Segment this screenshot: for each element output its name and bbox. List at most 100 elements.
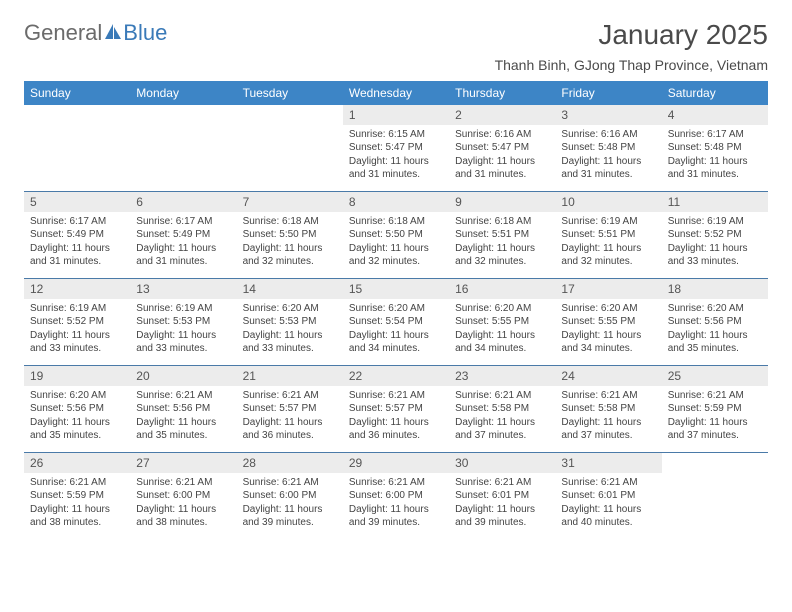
day-content: Sunrise: 6:21 AMSunset: 6:00 PMDaylight:…: [343, 473, 449, 536]
calendar-day-cell: 20Sunrise: 6:21 AMSunset: 5:56 PMDayligh…: [130, 365, 236, 452]
calendar-day-cell: [237, 105, 343, 192]
header: General Blue January 2025 Thanh Binh, GJ…: [24, 20, 768, 73]
day-number: 14: [237, 279, 343, 299]
calendar-day-cell: 30Sunrise: 6:21 AMSunset: 6:01 PMDayligh…: [449, 452, 555, 539]
day-content: Sunrise: 6:18 AMSunset: 5:50 PMDaylight:…: [343, 212, 449, 275]
day-content: Sunrise: 6:20 AMSunset: 5:54 PMDaylight:…: [343, 299, 449, 362]
day-content: Sunrise: 6:16 AMSunset: 5:47 PMDaylight:…: [449, 125, 555, 188]
calendar-day-cell: 7Sunrise: 6:18 AMSunset: 5:50 PMDaylight…: [237, 191, 343, 278]
day-content: Sunrise: 6:20 AMSunset: 5:55 PMDaylight:…: [449, 299, 555, 362]
day-content: Sunrise: 6:21 AMSunset: 5:58 PMDaylight:…: [449, 386, 555, 449]
day-content: Sunrise: 6:17 AMSunset: 5:49 PMDaylight:…: [24, 212, 130, 275]
day-number: 2: [449, 105, 555, 125]
calendar-day-cell: 27Sunrise: 6:21 AMSunset: 6:00 PMDayligh…: [130, 452, 236, 539]
day-number: 25: [662, 366, 768, 386]
day-content: Sunrise: 6:17 AMSunset: 5:48 PMDaylight:…: [662, 125, 768, 188]
day-content: Sunrise: 6:21 AMSunset: 5:57 PMDaylight:…: [237, 386, 343, 449]
logo-sail-icon: [104, 20, 122, 46]
calendar-week-row: 26Sunrise: 6:21 AMSunset: 5:59 PMDayligh…: [24, 452, 768, 539]
weekday-header: Saturday: [662, 81, 768, 105]
calendar-day-cell: 8Sunrise: 6:18 AMSunset: 5:50 PMDaylight…: [343, 191, 449, 278]
day-content: Sunrise: 6:19 AMSunset: 5:51 PMDaylight:…: [555, 212, 661, 275]
calendar-day-cell: 28Sunrise: 6:21 AMSunset: 6:00 PMDayligh…: [237, 452, 343, 539]
weekday-header-row: SundayMondayTuesdayWednesdayThursdayFrid…: [24, 81, 768, 105]
calendar-day-cell: 3Sunrise: 6:16 AMSunset: 5:48 PMDaylight…: [555, 105, 661, 192]
weekday-header: Tuesday: [237, 81, 343, 105]
calendar-day-cell: 16Sunrise: 6:20 AMSunset: 5:55 PMDayligh…: [449, 278, 555, 365]
day-number: 21: [237, 366, 343, 386]
day-number: 29: [343, 453, 449, 473]
calendar-day-cell: 13Sunrise: 6:19 AMSunset: 5:53 PMDayligh…: [130, 278, 236, 365]
day-number: 13: [130, 279, 236, 299]
calendar-day-cell: 25Sunrise: 6:21 AMSunset: 5:59 PMDayligh…: [662, 365, 768, 452]
calendar-day-cell: 26Sunrise: 6:21 AMSunset: 5:59 PMDayligh…: [24, 452, 130, 539]
day-content: Sunrise: 6:21 AMSunset: 6:01 PMDaylight:…: [555, 473, 661, 536]
day-number: 22: [343, 366, 449, 386]
day-number: 1: [343, 105, 449, 125]
calendar-day-cell: 14Sunrise: 6:20 AMSunset: 5:53 PMDayligh…: [237, 278, 343, 365]
day-content: Sunrise: 6:21 AMSunset: 5:58 PMDaylight:…: [555, 386, 661, 449]
title-block: January 2025 Thanh Binh, GJong Thap Prov…: [495, 20, 768, 73]
calendar-day-cell: 23Sunrise: 6:21 AMSunset: 5:58 PMDayligh…: [449, 365, 555, 452]
weekday-header: Sunday: [24, 81, 130, 105]
weekday-header: Friday: [555, 81, 661, 105]
calendar-day-cell: [662, 452, 768, 539]
calendar-day-cell: 9Sunrise: 6:18 AMSunset: 5:51 PMDaylight…: [449, 191, 555, 278]
day-number: 18: [662, 279, 768, 299]
calendar-day-cell: [24, 105, 130, 192]
day-number: 9: [449, 192, 555, 212]
day-number: 7: [237, 192, 343, 212]
calendar-day-cell: 12Sunrise: 6:19 AMSunset: 5:52 PMDayligh…: [24, 278, 130, 365]
day-number: 30: [449, 453, 555, 473]
day-content: Sunrise: 6:20 AMSunset: 5:56 PMDaylight:…: [24, 386, 130, 449]
calendar-day-cell: 31Sunrise: 6:21 AMSunset: 6:01 PMDayligh…: [555, 452, 661, 539]
day-number: 8: [343, 192, 449, 212]
day-content: Sunrise: 6:20 AMSunset: 5:53 PMDaylight:…: [237, 299, 343, 362]
calendar-week-row: 1Sunrise: 6:15 AMSunset: 5:47 PMDaylight…: [24, 105, 768, 192]
day-content: Sunrise: 6:21 AMSunset: 6:01 PMDaylight:…: [449, 473, 555, 536]
day-number: 31: [555, 453, 661, 473]
day-number: 19: [24, 366, 130, 386]
calendar-day-cell: 29Sunrise: 6:21 AMSunset: 6:00 PMDayligh…: [343, 452, 449, 539]
calendar-day-cell: 22Sunrise: 6:21 AMSunset: 5:57 PMDayligh…: [343, 365, 449, 452]
logo-text-blue: Blue: [123, 20, 167, 46]
day-number: 5: [24, 192, 130, 212]
day-number: 11: [662, 192, 768, 212]
day-number: 24: [555, 366, 661, 386]
calendar-week-row: 5Sunrise: 6:17 AMSunset: 5:49 PMDaylight…: [24, 191, 768, 278]
calendar-week-row: 19Sunrise: 6:20 AMSunset: 5:56 PMDayligh…: [24, 365, 768, 452]
day-number: 23: [449, 366, 555, 386]
day-number: 3: [555, 105, 661, 125]
calendar-day-cell: 21Sunrise: 6:21 AMSunset: 5:57 PMDayligh…: [237, 365, 343, 452]
calendar-day-cell: 6Sunrise: 6:17 AMSunset: 5:49 PMDaylight…: [130, 191, 236, 278]
day-content: Sunrise: 6:19 AMSunset: 5:53 PMDaylight:…: [130, 299, 236, 362]
calendar-day-cell: 11Sunrise: 6:19 AMSunset: 5:52 PMDayligh…: [662, 191, 768, 278]
day-content: Sunrise: 6:21 AMSunset: 6:00 PMDaylight:…: [130, 473, 236, 536]
day-content: Sunrise: 6:19 AMSunset: 5:52 PMDaylight:…: [662, 212, 768, 275]
calendar-table: SundayMondayTuesdayWednesdayThursdayFrid…: [24, 81, 768, 539]
day-content: Sunrise: 6:21 AMSunset: 6:00 PMDaylight:…: [237, 473, 343, 536]
calendar-day-cell: 15Sunrise: 6:20 AMSunset: 5:54 PMDayligh…: [343, 278, 449, 365]
weekday-header: Wednesday: [343, 81, 449, 105]
day-number: 16: [449, 279, 555, 299]
day-number: 26: [24, 453, 130, 473]
day-number: 12: [24, 279, 130, 299]
day-content: Sunrise: 6:21 AMSunset: 5:57 PMDaylight:…: [343, 386, 449, 449]
calendar-body: 1Sunrise: 6:15 AMSunset: 5:47 PMDaylight…: [24, 105, 768, 539]
day-content: Sunrise: 6:21 AMSunset: 5:56 PMDaylight:…: [130, 386, 236, 449]
day-content: Sunrise: 6:21 AMSunset: 5:59 PMDaylight:…: [662, 386, 768, 449]
day-number: 28: [237, 453, 343, 473]
day-content: Sunrise: 6:21 AMSunset: 5:59 PMDaylight:…: [24, 473, 130, 536]
day-content: Sunrise: 6:20 AMSunset: 5:56 PMDaylight:…: [662, 299, 768, 362]
calendar-day-cell: 18Sunrise: 6:20 AMSunset: 5:56 PMDayligh…: [662, 278, 768, 365]
weekday-header: Thursday: [449, 81, 555, 105]
day-content: Sunrise: 6:17 AMSunset: 5:49 PMDaylight:…: [130, 212, 236, 275]
calendar-day-cell: 4Sunrise: 6:17 AMSunset: 5:48 PMDaylight…: [662, 105, 768, 192]
calendar-day-cell: 1Sunrise: 6:15 AMSunset: 5:47 PMDaylight…: [343, 105, 449, 192]
calendar-week-row: 12Sunrise: 6:19 AMSunset: 5:52 PMDayligh…: [24, 278, 768, 365]
day-content: Sunrise: 6:15 AMSunset: 5:47 PMDaylight:…: [343, 125, 449, 188]
day-content: Sunrise: 6:19 AMSunset: 5:52 PMDaylight:…: [24, 299, 130, 362]
day-number: 17: [555, 279, 661, 299]
calendar-day-cell: 5Sunrise: 6:17 AMSunset: 5:49 PMDaylight…: [24, 191, 130, 278]
day-number: 6: [130, 192, 236, 212]
